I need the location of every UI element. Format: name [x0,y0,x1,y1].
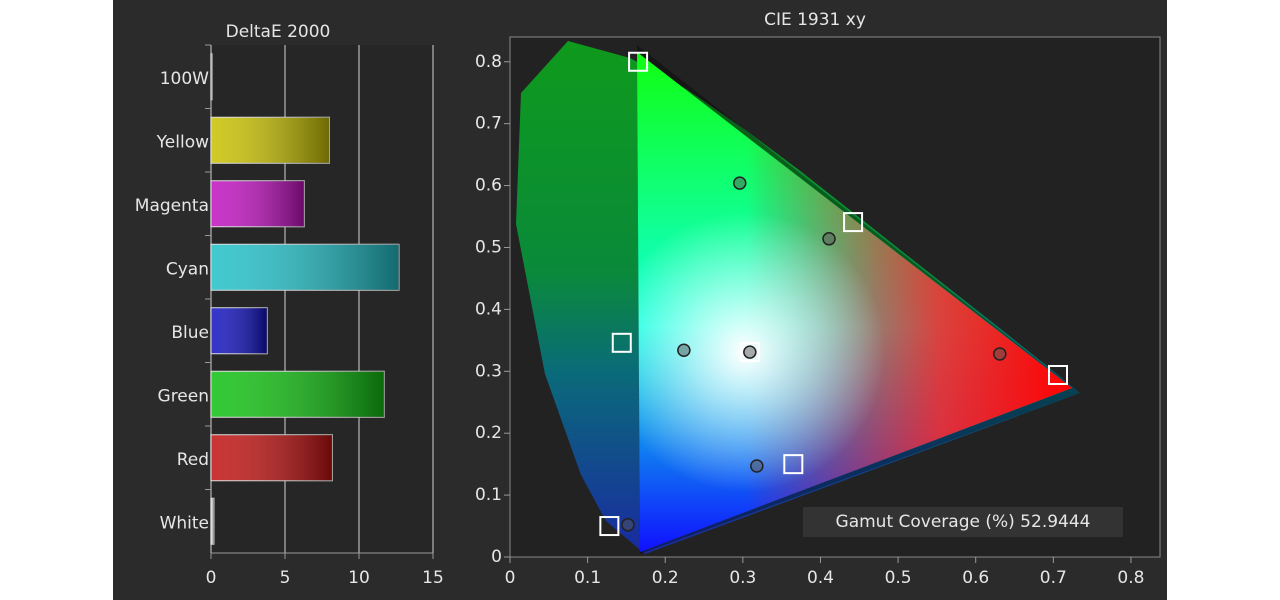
measured-point [743,345,757,359]
y-tick-label: 0 [491,547,502,567]
spectral-locus [516,41,1080,554]
x-tick-label: 15 [422,568,444,588]
y-tick-label: White [160,513,209,533]
y-tick-label: 100W [160,69,209,89]
target-point [843,212,864,233]
target-point [611,332,632,353]
y-tick-label: 0.8 [475,52,502,72]
annotation-box [803,507,1123,537]
y-tick-label: Cyan [166,259,209,279]
target-point [783,454,804,475]
x-tick-label: 0.1 [574,568,601,588]
bar-shade [211,117,330,164]
target-point [628,51,649,72]
target-point [1047,365,1068,385]
y-tick-label: 0.3 [475,361,502,381]
cie-title: CIE 1931 xy [764,10,866,30]
bar-shade [211,371,385,418]
x-tick-label: 10 [348,568,370,588]
measured-point [621,518,635,532]
y-tick-label: 0.1 [475,485,502,505]
measured-point [750,459,764,473]
y-tick-label: Blue [171,323,209,343]
bar-title: DeltaE 2000 [226,22,331,42]
x-tick-label: 5 [280,568,291,588]
y-tick-label: Yellow [156,132,209,152]
bar-shade [211,53,212,100]
measured-point [733,176,747,190]
x-tick-label: 0 [206,568,217,588]
x-tick-label: 0.3 [729,568,756,588]
annotation: Gamut Coverage (%) 52.9444 [836,512,1091,532]
y-tick-label: 0.5 [475,237,502,257]
x-tick-label: 0 [505,568,516,588]
target-point [739,342,760,363]
x-tick-label: 0.8 [1117,568,1144,588]
target-point [599,516,620,537]
measured-point [677,343,691,357]
x-tick-label: 0.4 [807,568,834,588]
y-tick-label: Green [158,386,209,406]
x-tick-label: 0.2 [652,568,679,588]
bar-shade [211,244,399,291]
y-tick-label: Red [177,450,209,470]
y-tick-label: 0.6 [475,176,502,196]
y-tick-label: 0.7 [475,114,502,134]
y-tick-label: 0.2 [475,423,502,443]
gamut-white [637,52,1072,552]
bar-shade [211,498,214,545]
y-tick-label: Magenta [135,196,209,216]
measured-point [822,232,836,246]
bar-shade [211,434,333,481]
measured-point [993,347,1007,361]
x-tick-label: 0.6 [962,568,989,588]
y-tick-label: 0.4 [475,299,502,319]
x-tick-label: 0.7 [1040,568,1067,588]
bar-shade [211,307,268,354]
x-tick-label: 0.5 [885,568,912,588]
bar-shade [211,180,305,227]
